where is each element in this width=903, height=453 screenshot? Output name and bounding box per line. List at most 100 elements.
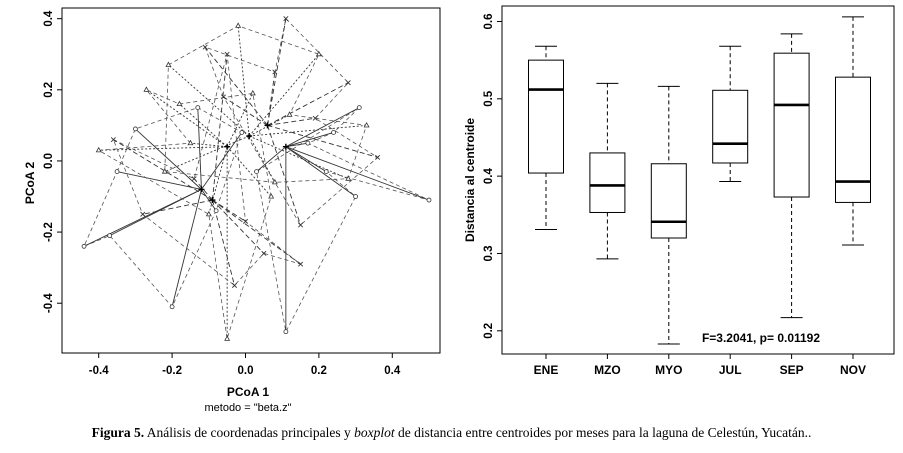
pcoa-point xyxy=(271,178,278,185)
box-myo xyxy=(650,85,687,345)
boxplot-y-tick-label: 0.2 xyxy=(483,323,495,339)
pcoa-point xyxy=(195,105,201,110)
pcoa-point xyxy=(242,218,249,224)
pcoa-spider-line xyxy=(267,82,349,126)
pcoa-point xyxy=(107,233,113,239)
boxplot-y-tick-label: 0.3 xyxy=(483,245,495,261)
pcoa-x-tick-label: -0.4 xyxy=(89,365,109,377)
pcoa-point xyxy=(254,169,259,175)
caption-text-2: de distancia entre centroides por meses … xyxy=(394,425,812,440)
pcoa-y-tick-label: 0.0 xyxy=(43,153,55,169)
caption-italic: boxplot xyxy=(354,425,395,440)
pcoa-point xyxy=(95,146,102,153)
pcoa-subtitle: metodo = "beta.z" xyxy=(204,402,291,414)
pcoa-point xyxy=(81,243,87,249)
pcoa-hull xyxy=(256,107,430,333)
figure-caption: Figura 5. Análisis de coordenadas princi… xyxy=(0,425,903,441)
box-nov xyxy=(835,16,871,246)
pcoa-point xyxy=(345,80,351,86)
pcoa-point xyxy=(231,282,238,288)
pcoa-spider-line xyxy=(249,124,367,137)
pcoa-spider-line xyxy=(267,125,301,226)
pcoa-point xyxy=(375,154,381,160)
pcoa-x-tick-label: -0.2 xyxy=(162,365,182,377)
pcoa-hull xyxy=(164,25,368,183)
pcoa-spider-line xyxy=(223,96,268,126)
pcoa-plot-frame xyxy=(61,7,441,354)
box-mzo xyxy=(589,82,626,260)
pcoa-spider-lines xyxy=(83,17,430,339)
pcoa-spider-line xyxy=(248,135,276,183)
pcoa-point xyxy=(140,211,146,217)
pcoa-point xyxy=(426,197,432,203)
pcoa-centroid xyxy=(224,143,231,150)
pcoa-point xyxy=(261,250,267,256)
pcoa-spider-line xyxy=(201,189,217,211)
pcoa-spider-line xyxy=(212,54,228,201)
pcoa-x-tick-label: 0.2 xyxy=(311,365,327,377)
box-iqr xyxy=(712,89,749,164)
pcoa-point xyxy=(312,115,318,121)
pcoa-centroid xyxy=(209,197,216,204)
pcoa-panel: -0.4 -0.2 0.0 0.2 0.4 -0.4 -0.2 0.0 0.2 0.4 PCoA… xyxy=(23,7,441,414)
pcoa-spider-line xyxy=(109,188,202,237)
pcoa-point xyxy=(143,86,150,92)
pcoa-point xyxy=(169,304,175,310)
boxplot-frame xyxy=(501,5,895,355)
pcoa-spider-line xyxy=(285,146,430,201)
caption-text-1: Análisis de coordenadas principales y xyxy=(144,425,355,440)
pcoa-point xyxy=(224,51,230,57)
pcoa-spider-line xyxy=(204,46,268,126)
pcoa-spider-line xyxy=(212,199,246,222)
pcoa-spider-line xyxy=(197,107,202,190)
box-iqr xyxy=(589,152,626,213)
pcoa-spider-line xyxy=(201,132,243,190)
pcoa-spider-line xyxy=(248,135,349,180)
boxplot-boxes xyxy=(528,16,871,345)
pcoa-spider-line xyxy=(146,89,228,148)
pcoa-hull xyxy=(83,107,243,308)
pcoa-point xyxy=(353,194,358,199)
pcoa-point xyxy=(286,111,293,117)
caption-label: Figura 5. xyxy=(91,425,145,440)
pcoa-hull xyxy=(97,89,272,339)
pcoa-spider-line xyxy=(226,93,254,147)
pcoa-point xyxy=(363,121,370,128)
pcoa-point xyxy=(249,89,256,96)
boxplot-y-tick-label: 0.4 xyxy=(483,168,495,185)
pcoa-centroid xyxy=(246,133,253,140)
pcoa-point xyxy=(305,140,311,146)
pcoa-spider-line xyxy=(190,142,228,148)
pcoa-y-tick-label: -0.2 xyxy=(43,222,55,242)
pcoa-spider-line xyxy=(285,107,360,148)
pcoa-spider-line xyxy=(98,146,228,151)
boxplot-x-tick-label: MYO xyxy=(655,363,682,377)
pcoa-point xyxy=(191,176,197,182)
pcoa-spider-line xyxy=(267,124,378,158)
boxplot-annotation: F=3.2041, p= 0.01192 xyxy=(702,331,820,345)
pcoa-point xyxy=(187,139,194,146)
pcoa-spider-line xyxy=(193,178,213,201)
box-iqr xyxy=(650,163,687,239)
pcoa-spider-line xyxy=(113,139,213,201)
pcoa-spider-line xyxy=(267,117,316,126)
box-iqr xyxy=(773,52,810,198)
boxplot-x-tick-label: NOV xyxy=(840,363,866,377)
pcoa-x-ticks: -0.4 -0.2 0.0 0.2 0.4 xyxy=(89,353,401,377)
pcoa-spider-line xyxy=(212,199,235,286)
pcoa-spider-line xyxy=(116,171,202,190)
pcoa-spider-line xyxy=(179,103,228,148)
pcoa-spider-line xyxy=(226,146,272,197)
pcoa-point xyxy=(298,261,304,267)
boxplot-x-ticks: ENE MZO MYO JUL SEP NOV xyxy=(534,354,866,377)
pcoa-point xyxy=(283,16,289,22)
pcoa-centroid xyxy=(282,143,289,150)
boxplot-panel: 0.2 0.3 0.4 0.5 0.6 ENE MZO MYO JUL SEP NOV Dista… xyxy=(463,5,895,377)
pcoa-y-tick-label: -0.4 xyxy=(43,293,55,313)
pcoa-spider-line xyxy=(267,18,287,126)
pcoa-point xyxy=(323,169,329,175)
pcoa-point xyxy=(132,126,138,132)
pcoa-point xyxy=(213,208,219,214)
pcoa-spider-line xyxy=(267,71,276,126)
